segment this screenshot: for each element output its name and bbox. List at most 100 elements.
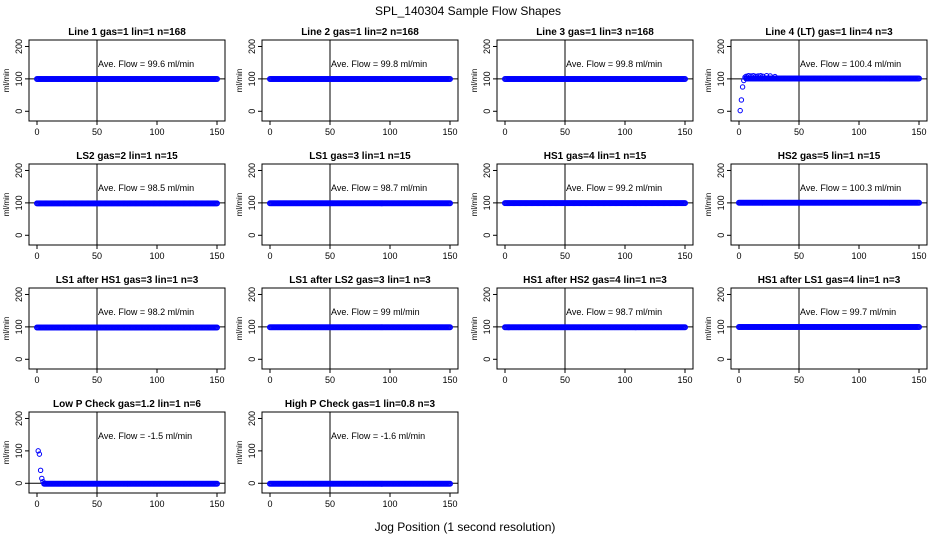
panel-10: LS1 after LS2 gas=3 lin=1 n=3 ml/min 0 100 2…: [235, 275, 459, 385]
x-tick-label: 0: [267, 251, 272, 261]
x-tick-label: 100: [851, 375, 866, 385]
x-tick-label: 50: [560, 375, 570, 385]
data-points: [33, 76, 221, 83]
data-point: [447, 324, 454, 331]
x-tick-label: 0: [34, 499, 39, 509]
x-tick-label: 100: [382, 499, 397, 509]
average-flow-annotation: Ave. Flow = 100.3 ml/min: [800, 183, 901, 193]
x-tick-label: 100: [617, 375, 632, 385]
data-points: [35, 448, 221, 487]
plot-box: [730, 39, 928, 122]
panel-title: Line 2 gas=1 lin=2 n=168: [301, 27, 419, 38]
x-tick-label: 50: [92, 375, 102, 385]
y-tick-label: 100: [716, 319, 726, 334]
panel-4: Line 4 (LT) gas=1 lin=4 n=3 ml/min 0 100 200…: [704, 27, 928, 137]
x-tick-label: 100: [617, 127, 632, 137]
panel-12: HS1 after LS1 gas=4 lin=1 n=3 ml/min 0 100 2…: [704, 275, 928, 385]
x-tick-label: 150: [209, 127, 224, 137]
y-axis-label: ml/min: [704, 317, 713, 341]
y-axis-label: ml/min: [2, 193, 11, 217]
x-tick-label: 100: [149, 499, 164, 509]
x-tick-label: 100: [851, 251, 866, 261]
panel-title: LS1 after LS2 gas=3 lin=1 n=3: [289, 275, 431, 286]
data-points: [502, 200, 688, 207]
panel-title: Low P Check gas=1.2 lin=1 n=6: [53, 399, 201, 410]
panel-title: HS1 after LS1 gas=4 lin=1 n=3: [758, 275, 901, 286]
x-tick-label: 150: [442, 375, 457, 385]
average-flow-annotation: Ave. Flow = -1.5 ml/min: [98, 431, 192, 441]
panel-9: LS1 after HS1 gas=3 lin=1 n=3 ml/min 0 100 2…: [2, 275, 226, 385]
panel-1: Line 1 gas=1 lin=1 n=168 ml/min 0 100 200 0 50…: [2, 27, 226, 137]
panel-title: HS1 after HS2 gas=4 lin=1 n=3: [523, 275, 667, 286]
plot-box: [496, 39, 694, 122]
average-flow-annotation: Ave. Flow = 98.5 ml/min: [98, 183, 194, 193]
panel-title: LS1 after HS1 gas=3 lin=1 n=3: [56, 275, 199, 286]
plot-box: [28, 287, 226, 370]
plot-box: [28, 411, 226, 494]
x-tick-label: 50: [92, 127, 102, 137]
data-point: [738, 97, 745, 103]
x-tick-label: 0: [34, 251, 39, 261]
x-tick-label: 100: [149, 127, 164, 137]
data-point: [681, 324, 688, 331]
y-tick-label: 200: [14, 163, 24, 178]
y-tick-label: 100: [14, 319, 24, 334]
y-tick-label: 100: [14, 71, 24, 86]
y-tick-label: 0: [482, 233, 492, 238]
panel-13: Low P Check gas=1.2 lin=1 n=6 ml/min 0 100 2…: [2, 399, 226, 509]
data-point: [37, 467, 44, 474]
y-axis-label: ml/min: [235, 441, 244, 465]
x-tick-label: 150: [209, 251, 224, 261]
panel-11: HS1 after HS2 gas=4 lin=1 n=3 ml/min 0 100 2…: [470, 275, 694, 385]
plot-box: [28, 163, 226, 246]
x-tick-label: 150: [677, 127, 692, 137]
x-tick-label: 0: [736, 251, 741, 261]
y-tick-label: 0: [247, 109, 257, 114]
average-flow-annotation: Ave. Flow = 99.6 ml/min: [98, 59, 194, 69]
x-tick-label: 150: [442, 499, 457, 509]
figure-xlabel: Jog Position (1 second resolution): [375, 520, 556, 534]
y-tick-label: 0: [247, 357, 257, 362]
panel-2: Line 2 gas=1 lin=2 n=168 ml/min 0 100 200 0 50…: [235, 27, 459, 137]
y-tick-label: 100: [247, 195, 257, 210]
x-tick-label: 100: [382, 251, 397, 261]
y-axis-label: ml/min: [235, 69, 244, 93]
y-tick-label: 200: [482, 287, 492, 302]
y-tick-label: 0: [247, 233, 257, 238]
x-tick-label: 50: [794, 127, 804, 137]
x-tick-label: 50: [325, 499, 335, 509]
average-flow-annotation: Ave. Flow = 98.2 ml/min: [98, 307, 194, 317]
y-tick-label: 200: [247, 411, 257, 426]
y-tick-label: 0: [716, 233, 726, 238]
panel-title: Line 1 gas=1 lin=1 n=168: [68, 27, 186, 38]
data-point: [915, 75, 922, 82]
panels-group: Line 1 gas=1 lin=1 n=168 ml/min 0 100 200 0 50…: [2, 27, 928, 509]
x-tick-label: 50: [794, 251, 804, 261]
y-axis-label: ml/min: [235, 193, 244, 217]
y-tick-label: 0: [716, 109, 726, 114]
panel-title: LS2 gas=2 lin=1 n=15: [76, 151, 178, 162]
average-flow-annotation: Ave. Flow = 99 ml/min: [331, 307, 420, 317]
panel-8: HS2 gas=5 lin=1 n=15 ml/min 0 100 200 0 50 100 1…: [704, 151, 928, 261]
data-point: [915, 199, 922, 206]
data-point: [681, 75, 688, 82]
data-point: [737, 107, 743, 114]
y-tick-label: 100: [247, 443, 257, 458]
average-flow-annotation: Ave. Flow = 98.7 ml/min: [566, 307, 662, 317]
plot-box: [730, 287, 928, 370]
panel-7: HS1 gas=4 lin=1 n=15 ml/min 0 100 200 0 50 100 1…: [470, 151, 694, 261]
plot-box: [261, 411, 459, 494]
x-tick-label: 150: [911, 251, 926, 261]
data-points: [33, 200, 221, 207]
y-tick-label: 100: [247, 71, 257, 86]
panel-title: Line 3 gas=1 lin=3 n=168: [536, 27, 654, 38]
y-axis-label: ml/min: [470, 193, 479, 217]
data-point: [447, 75, 454, 82]
y-tick-label: 100: [716, 71, 726, 86]
x-tick-label: 50: [325, 251, 335, 261]
average-flow-annotation: Ave. Flow = 98.7 ml/min: [331, 183, 427, 193]
y-axis-label: ml/min: [470, 69, 479, 93]
data-point: [214, 76, 221, 83]
y-axis-label: ml/min: [2, 441, 11, 465]
